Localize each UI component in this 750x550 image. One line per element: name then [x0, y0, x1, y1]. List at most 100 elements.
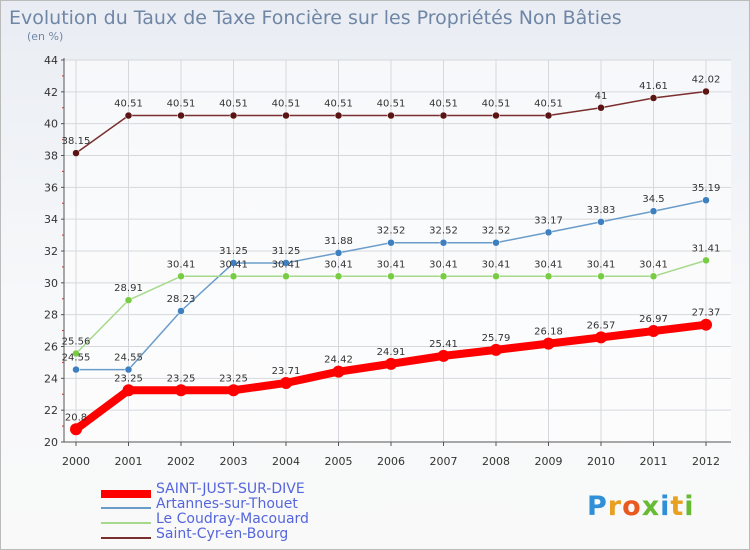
- y-tick-label: 32: [44, 245, 58, 258]
- data-label: 40.51: [219, 99, 248, 110]
- y-tick-label: 24: [44, 372, 58, 385]
- data-point: [332, 365, 345, 378]
- data-point: [490, 343, 502, 356]
- data-label: 30.41: [639, 259, 668, 270]
- y-tick-label: 36: [44, 181, 58, 194]
- data-point: [385, 357, 397, 370]
- data-label: 30.41: [534, 259, 563, 270]
- data-point: [72, 349, 80, 358]
- legend-swatch: [101, 522, 151, 524]
- data-label: 30.41: [324, 259, 353, 270]
- x-tick-label: 2012: [692, 455, 720, 468]
- legend-label: Saint-Cyr-en-Bourg: [156, 526, 289, 542]
- data-label: 23.25: [114, 373, 143, 384]
- data-label: 41.61: [639, 81, 668, 92]
- data-label: 35.19: [692, 183, 721, 194]
- data-label: 26.97: [639, 314, 668, 325]
- data-point: [700, 318, 712, 331]
- data-point: [334, 272, 343, 281]
- data-point: [72, 149, 80, 157]
- chart-subtitle: (en %): [27, 30, 64, 43]
- data-label: 31.41: [692, 243, 721, 254]
- x-tick-label: 2011: [640, 455, 668, 468]
- data-label: 33.83: [587, 205, 616, 216]
- data-point: [649, 94, 658, 102]
- x-tick-label: 2007: [430, 455, 458, 468]
- data-label: 26.18: [534, 327, 563, 338]
- data-label: 41: [595, 91, 608, 102]
- data-point: [124, 365, 133, 374]
- data-label: 25.79: [482, 333, 511, 344]
- data-point: [334, 111, 343, 120]
- y-tick-label: 28: [44, 309, 58, 322]
- y-tick-label: 38: [44, 150, 58, 163]
- y-tick-label: 26: [44, 341, 58, 354]
- data-label: 24.55: [62, 353, 91, 364]
- data-point: [122, 384, 135, 397]
- data-label: 30.41: [482, 259, 511, 270]
- x-tick-label: 2006: [377, 455, 405, 468]
- y-tick-label: 30: [44, 277, 58, 290]
- data-point: [702, 196, 710, 204]
- data-label: 30.41: [429, 259, 458, 270]
- data-point: [177, 111, 185, 120]
- data-label: 24.42: [324, 355, 353, 366]
- data-point: [597, 104, 605, 112]
- data-point: [72, 365, 80, 374]
- data-label: 30.41: [167, 259, 196, 270]
- data-label: 32.52: [482, 226, 511, 237]
- data-point: [492, 272, 500, 281]
- data-point: [544, 111, 553, 120]
- data-label: 24.91: [377, 347, 406, 358]
- data-label: 30.41: [377, 259, 406, 270]
- data-label: 31.25: [272, 246, 301, 257]
- proxiti-logo: Proxiti: [587, 491, 695, 522]
- data-label: 40.51: [114, 99, 143, 110]
- data-point: [544, 228, 553, 237]
- data-point: [649, 272, 658, 281]
- x-tick-label: 2010: [587, 455, 615, 468]
- y-tick-label: 42: [44, 86, 58, 99]
- data-label: 30.41: [219, 259, 248, 270]
- y-tick-label: 34: [44, 213, 58, 226]
- data-label: 40.51: [482, 99, 511, 110]
- data-point: [229, 259, 238, 267]
- legend-label: Le Coudray-Macouard: [156, 511, 309, 527]
- x-tick-label: 2008: [482, 455, 510, 468]
- data-label: 38.15: [62, 136, 91, 147]
- data-point: [542, 337, 555, 350]
- data-point: [177, 272, 185, 281]
- data-label: 30.41: [272, 259, 301, 270]
- data-label: 27.37: [692, 308, 721, 319]
- data-point: [492, 111, 500, 120]
- data-label: 28.23: [167, 294, 196, 305]
- data-point: [124, 296, 133, 304]
- data-point: [334, 249, 343, 257]
- y-tick-label: 20: [44, 436, 58, 449]
- x-tick-label: 2009: [535, 455, 563, 468]
- legend-label: Artannes-sur-Thouet: [156, 496, 298, 512]
- data-point: [70, 423, 82, 436]
- data-point: [439, 111, 448, 120]
- data-label: 40.51: [324, 99, 353, 110]
- chart-title: Evolution du Taux de Taxe Foncière sur l…: [9, 7, 622, 29]
- data-label: 40.51: [167, 99, 196, 110]
- data-point: [282, 259, 290, 267]
- x-tick-label: 2001: [115, 455, 143, 468]
- x-tick-label: 2003: [220, 455, 248, 468]
- legend-swatch: [101, 507, 151, 509]
- data-point: [280, 376, 292, 389]
- data-label: 28.91: [114, 283, 143, 294]
- data-label: 23.25: [219, 373, 248, 384]
- data-point: [597, 272, 605, 281]
- data-point: [597, 218, 605, 226]
- data-point: [387, 111, 395, 120]
- x-tick-label: 2005: [325, 455, 353, 468]
- x-tick-label: 2004: [272, 455, 300, 468]
- data-point: [702, 256, 710, 265]
- data-label: 34.5: [642, 194, 664, 205]
- data-label: 33.17: [534, 215, 563, 226]
- data-label: 31.88: [324, 236, 353, 247]
